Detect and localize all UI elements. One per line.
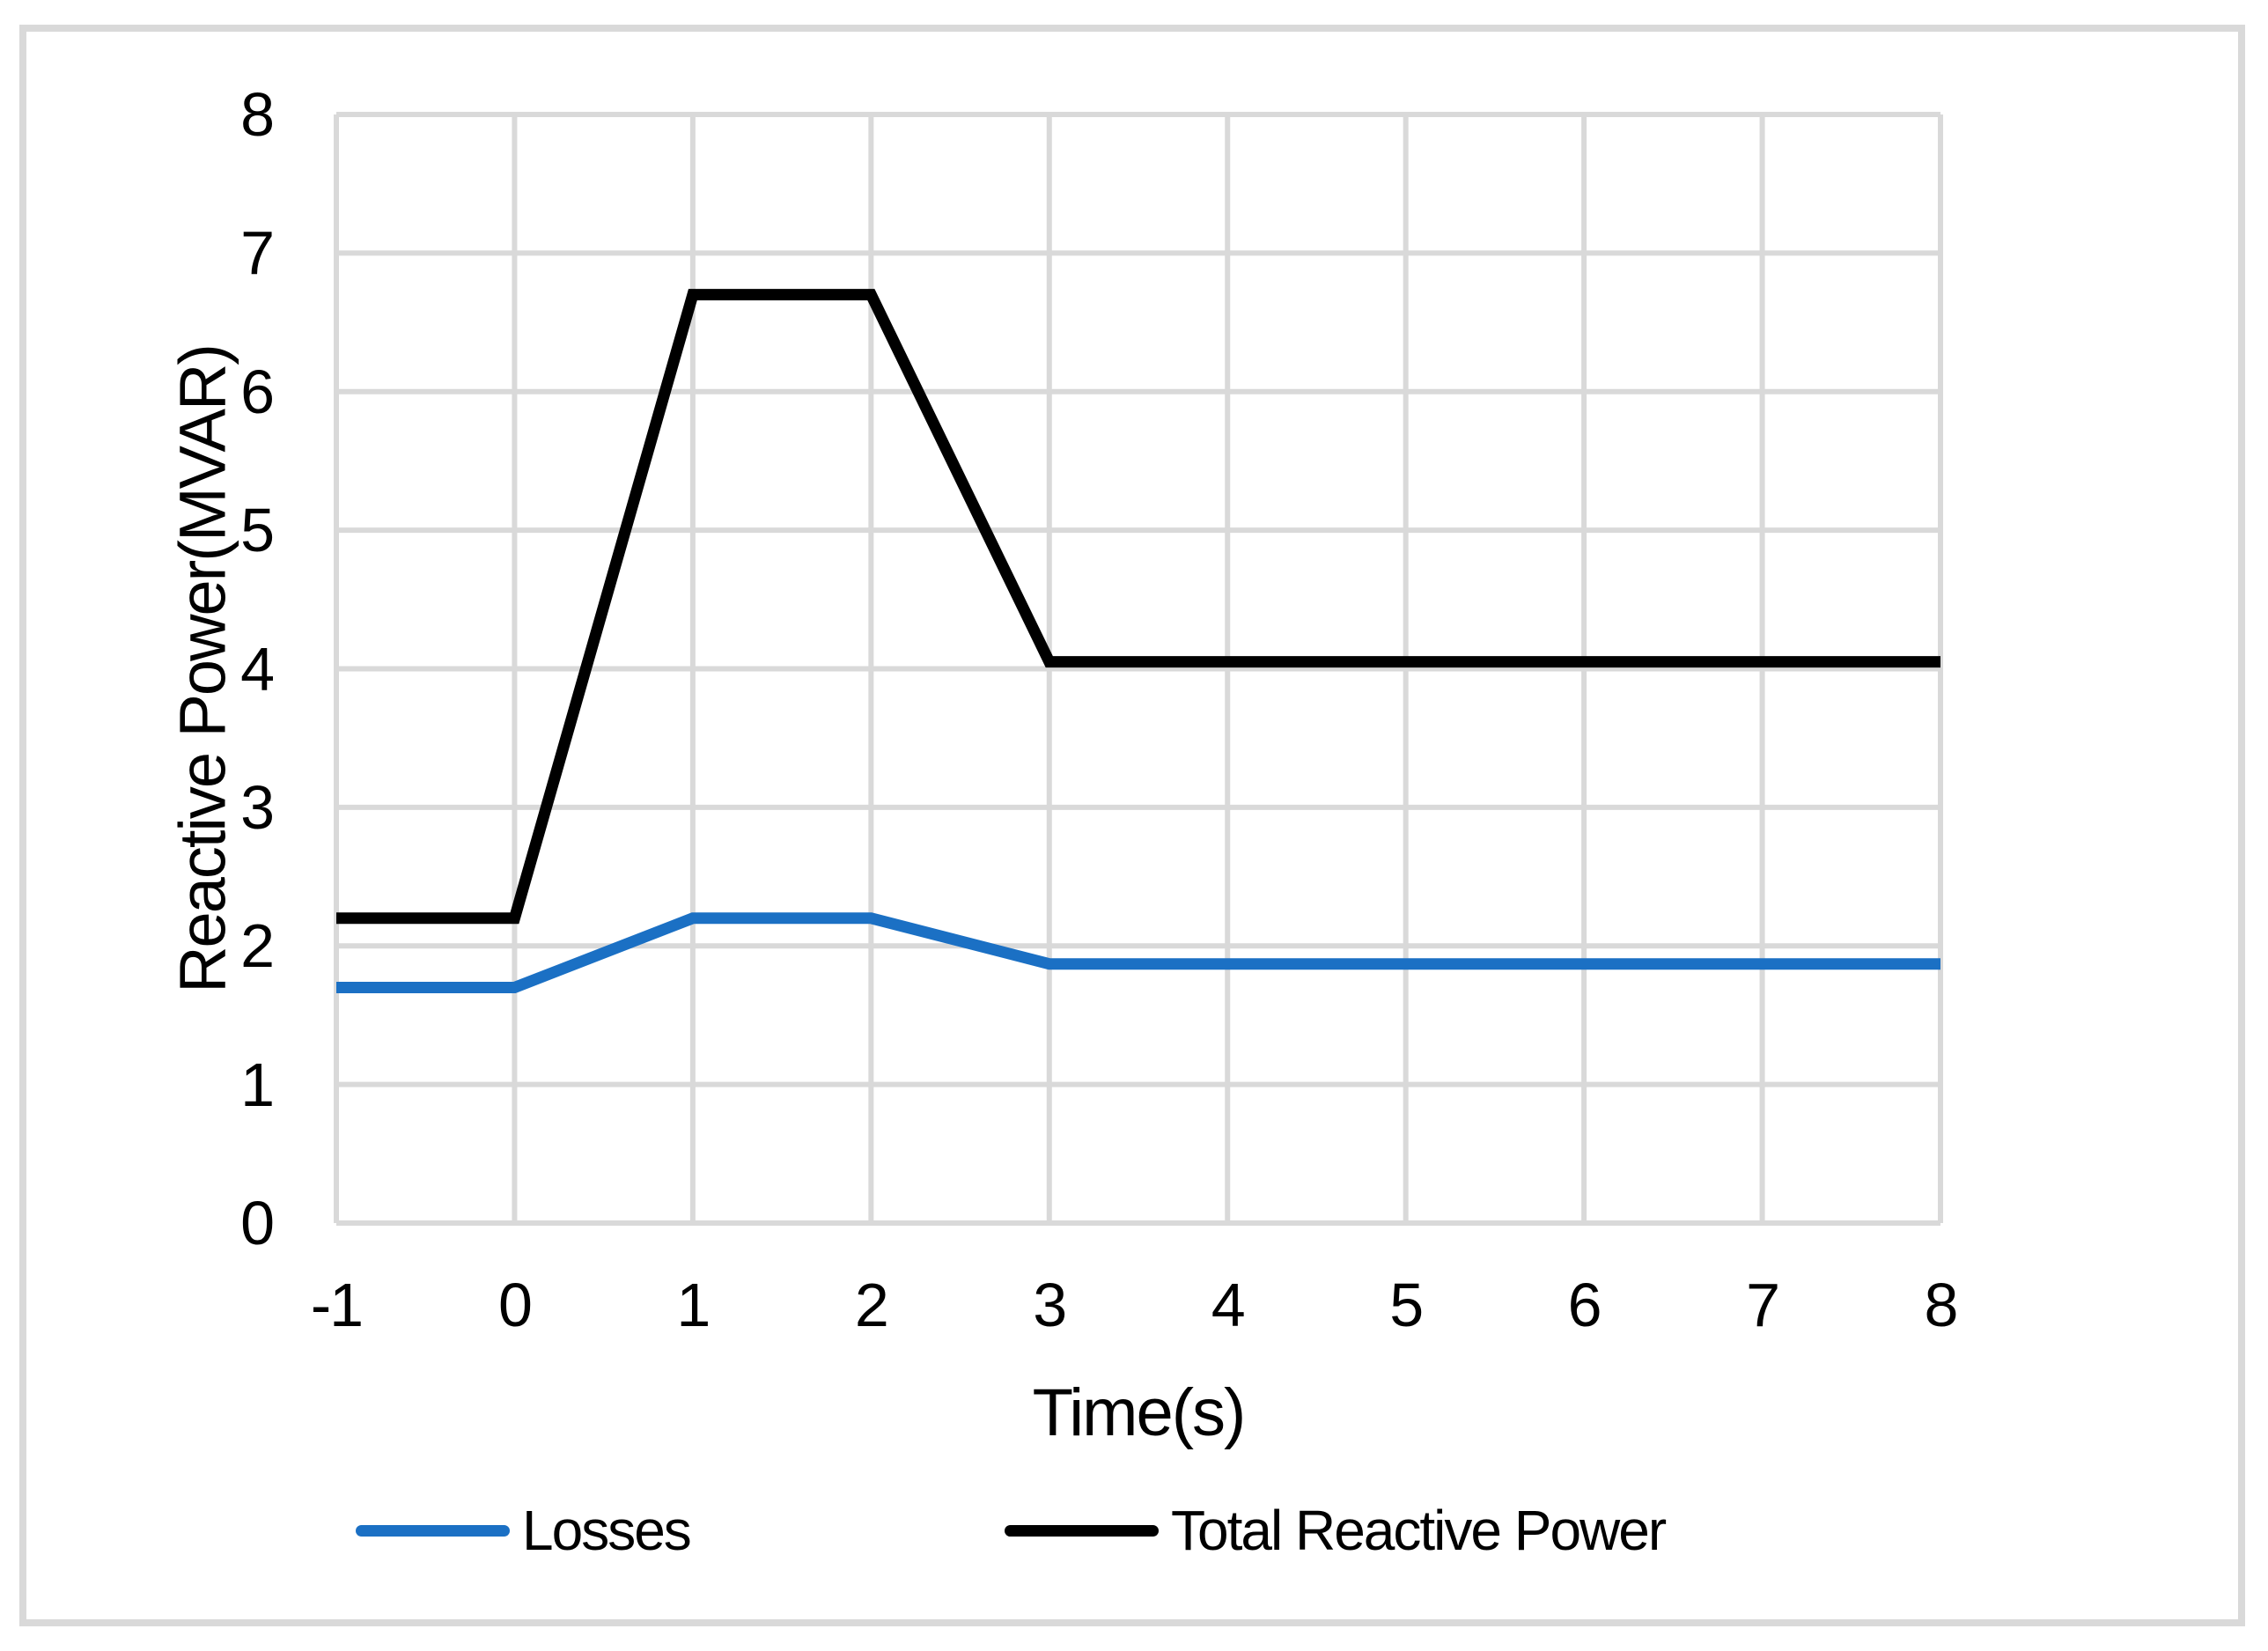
total-reactive-power-line-swatch xyxy=(1005,1524,1159,1537)
x-tick-label: 7 xyxy=(1746,1271,1780,1339)
y-tick-label: 0 xyxy=(240,1189,275,1257)
losses-line-swatch xyxy=(356,1524,510,1537)
legend-item-total-reactive-power: Total Reactive Power xyxy=(1005,1497,1667,1564)
series-line-total-reactive-power xyxy=(336,289,1940,925)
x-tick-label: 6 xyxy=(1567,1271,1602,1339)
y-tick-label: 2 xyxy=(240,911,275,981)
y-tick-label: 4 xyxy=(240,634,275,704)
legend-label-total-reactive-power: Total Reactive Power xyxy=(1171,1499,1667,1562)
y-tick-label: 5 xyxy=(240,496,275,565)
plot-area xyxy=(334,112,1943,1226)
series-svg xyxy=(334,112,1943,1226)
x-tick-label: 5 xyxy=(1389,1271,1424,1339)
x-axis-title: Time(s) xyxy=(1032,1375,1247,1450)
figure-border xyxy=(19,25,2245,1626)
y-tick-label: 8 xyxy=(240,80,275,149)
y-tick-label: 6 xyxy=(240,357,275,426)
x-tick-label: 1 xyxy=(676,1271,711,1339)
x-tick-label: 3 xyxy=(1033,1271,1067,1339)
x-tick-label: 2 xyxy=(854,1271,889,1339)
x-tick-label: 8 xyxy=(1924,1271,1959,1339)
series-line-losses xyxy=(336,912,1940,993)
y-tick-label: 7 xyxy=(240,218,275,288)
y-tick-label: 3 xyxy=(240,772,275,842)
y-tick-label: 1 xyxy=(240,1050,275,1119)
legend-item-losses: Losses xyxy=(356,1497,692,1564)
x-tick-label: 0 xyxy=(497,1271,533,1339)
legend-label-losses: Losses xyxy=(522,1499,692,1562)
x-tick-label: 4 xyxy=(1211,1271,1246,1339)
x-tick-label: -1 xyxy=(310,1271,364,1339)
